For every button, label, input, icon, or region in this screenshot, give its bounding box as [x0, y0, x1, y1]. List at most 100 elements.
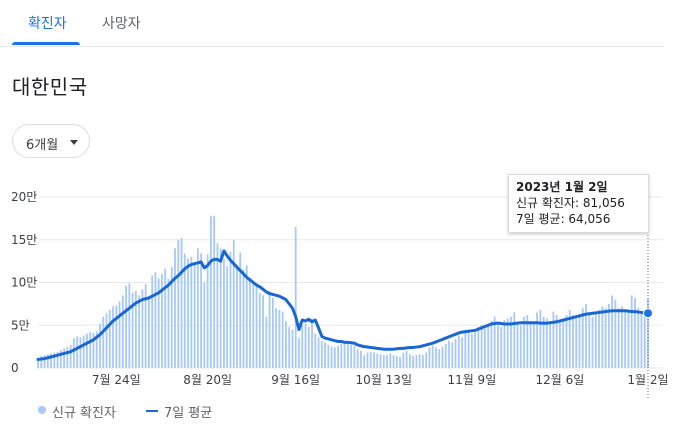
- daily-cases-bar: [643, 313, 646, 368]
- daily-cases-bar: [637, 308, 640, 368]
- daily-cases-bar: [294, 226, 297, 368]
- daily-cases-bar: [102, 316, 105, 368]
- daily-cases-bar: [428, 347, 431, 368]
- daily-cases-bar: [213, 215, 216, 368]
- x-tick-label: 9월 16일: [271, 373, 320, 387]
- daily-cases-bar: [125, 285, 127, 368]
- daily-cases-bar: [497, 325, 499, 368]
- daily-cases-bar: [454, 338, 457, 368]
- daily-cases-bar: [379, 354, 382, 368]
- daily-cases-bar: [549, 323, 552, 368]
- daily-cases-bar: [457, 335, 460, 368]
- daily-cases-bar: [526, 314, 529, 368]
- tab-deaths[interactable]: 사망자: [102, 16, 141, 32]
- daily-cases-bar: [288, 326, 291, 368]
- x-tick-label: 8월 20일: [183, 373, 232, 387]
- daily-cases-bar: [170, 267, 173, 368]
- daily-cases-bar: [438, 349, 441, 368]
- hover-point-marker: [643, 308, 653, 319]
- daily-cases-bar: [53, 352, 56, 368]
- daily-cases-bar: [461, 337, 463, 368]
- daily-cases-bar: [278, 309, 281, 368]
- daily-cases-bar: [79, 337, 82, 368]
- daily-cases-bar: [69, 344, 72, 368]
- x-tick-label: 10월 13일: [356, 373, 412, 387]
- daily-cases-bar: [46, 354, 49, 368]
- daily-cases-bar: [346, 344, 349, 368]
- daily-cases-bar: [487, 326, 490, 368]
- daily-cases-bar: [539, 309, 542, 368]
- daily-cases-bar: [268, 291, 271, 368]
- daily-cases-bar: [415, 355, 418, 368]
- daily-cases-bar: [624, 311, 627, 368]
- daily-cases-bar: [350, 344, 353, 368]
- daily-cases-bar: [63, 348, 65, 368]
- period-dropdown[interactable]: 6개월: [12, 124, 90, 158]
- daily-cases-bar: [301, 325, 304, 368]
- legend-new-cases-label: 신규 확진자: [52, 406, 116, 421]
- daily-cases-bar: [37, 357, 39, 368]
- daily-cases-bar: [630, 295, 633, 368]
- daily-cases-bar: [565, 314, 568, 368]
- y-axis-labels: 0 5만 10만 15만 20만: [11, 190, 37, 375]
- daily-cases-bar: [40, 356, 43, 368]
- daily-cases-bar: [422, 355, 424, 368]
- daily-cases-bar: [249, 278, 251, 368]
- y-tick-label: 5만: [11, 318, 30, 332]
- daily-cases-bar: [291, 329, 294, 368]
- daily-cases-bar: [607, 303, 610, 368]
- daily-cases-bar: [95, 331, 98, 368]
- daily-cases-bar: [203, 282, 206, 368]
- daily-cases-bar: [601, 306, 604, 368]
- daily-cases-bar: [275, 308, 278, 368]
- daily-cases-bar: [177, 239, 180, 368]
- daily-cases-bar: [265, 316, 268, 368]
- daily-cases-bar: [229, 251, 232, 368]
- legend-seven-day-average-label: 7일 평균: [164, 406, 213, 421]
- tab-cases[interactable]: 확진자: [28, 16, 67, 32]
- daily-cases-bar: [154, 272, 157, 368]
- daily-cases-bar: [164, 268, 167, 368]
- tab-bar: 확진자 사망자: [0, 0, 664, 47]
- daily-cases-bar: [405, 350, 408, 368]
- daily-cases-bar: [245, 265, 248, 368]
- daily-cases-bar: [392, 355, 395, 368]
- daily-cases-bar: [148, 299, 150, 368]
- daily-cases-bar: [161, 273, 163, 368]
- daily-cases-bar: [99, 323, 101, 368]
- daily-cases-bar: [82, 335, 85, 368]
- daily-cases-bar: [59, 350, 62, 368]
- daily-cases-bar: [402, 352, 405, 368]
- daily-cases-bar: [523, 316, 525, 368]
- x-tick-label: 12월 6일: [536, 373, 585, 387]
- daily-cases-bar: [532, 323, 535, 368]
- daily-cases-bar: [327, 344, 330, 368]
- daily-cases-bar: [193, 261, 196, 368]
- x-tick-label: 11월 9일: [447, 373, 496, 387]
- daily-cases-bar: [572, 314, 574, 368]
- daily-cases-bar: [298, 338, 300, 368]
- daily-cases-bar: [239, 252, 242, 368]
- daily-cases-bar: [425, 352, 428, 368]
- daily-cases-bar: [343, 343, 346, 368]
- daily-cases-bar: [255, 285, 258, 368]
- daily-cases-bar: [157, 278, 160, 368]
- daily-cases-bar: [448, 340, 450, 368]
- daily-cases-bar: [183, 253, 186, 368]
- daily-cases-bar: [536, 312, 538, 368]
- daily-cases-bar: [480, 325, 483, 368]
- daily-cases-bar: [640, 311, 643, 368]
- daily-cases-bar: [444, 344, 447, 368]
- daily-cases-bar: [369, 351, 372, 368]
- x-tick-label: 7월 24일: [92, 373, 141, 387]
- daily-cases-bar: [262, 295, 264, 368]
- caret-down-icon: [70, 140, 78, 145]
- daily-cases-bar: [477, 326, 480, 368]
- region-title: 대한민국: [12, 75, 88, 99]
- daily-cases-bar: [190, 256, 193, 368]
- daily-cases-bar: [56, 351, 59, 368]
- daily-cases-bar: [131, 292, 134, 368]
- daily-cases-bar: [128, 283, 131, 368]
- daily-cases-bar: [72, 338, 75, 368]
- daily-cases-bar: [333, 347, 336, 368]
